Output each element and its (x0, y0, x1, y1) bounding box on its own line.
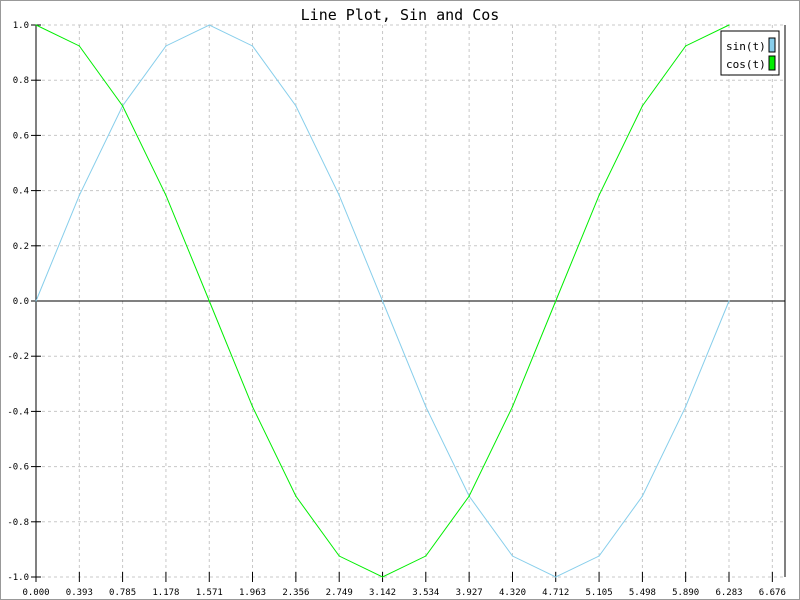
data-point (295, 105, 297, 107)
data-point (685, 406, 687, 408)
x-tick-label: 3.142 (369, 588, 396, 598)
legend: sin(t) cos(t) (720, 30, 780, 76)
data-point (425, 406, 427, 408)
data-point (555, 576, 557, 578)
y-tick-label: -0.8 (7, 518, 29, 528)
x-tick-label: 5.498 (629, 588, 656, 598)
x-tick-label: 6.283 (715, 588, 742, 598)
data-point (165, 45, 167, 47)
x-tick-label: 3.534 (412, 588, 439, 598)
data-point (685, 45, 687, 47)
data-point (641, 105, 644, 107)
data-point (165, 194, 167, 196)
chart-title: Line Plot, Sin and Cos (301, 6, 500, 24)
data-point (728, 24, 730, 26)
series-group (35, 24, 730, 578)
legend-label: cos(t) (726, 58, 766, 71)
axes: 1.0 0.8 0.6 0.4 0.2 0.0 -0.2 -0.4 -0.6 -0.8 -1.0 0.… (7, 21, 786, 598)
data-point (511, 555, 514, 557)
data-point (728, 300, 730, 302)
data-point (295, 495, 297, 497)
data-point (555, 300, 557, 302)
data-point (468, 495, 470, 497)
x-tick-label: 4.320 (499, 588, 526, 598)
legend-swatch (768, 37, 776, 53)
data-point (338, 555, 340, 557)
x-tick-label: 3.927 (456, 588, 483, 598)
x-tick-label: 2.356 (282, 588, 309, 598)
y-tick-label: 0.8 (13, 76, 29, 86)
data-point (35, 300, 37, 302)
data-point (425, 555, 427, 557)
y-tick-label: -0.2 (7, 352, 29, 362)
data-point (381, 300, 384, 302)
data-point (598, 194, 600, 196)
data-point (338, 194, 340, 196)
data-point (641, 495, 644, 497)
data-point (251, 45, 254, 47)
y-tick-label: 0.4 (13, 187, 29, 197)
x-tick-label: 5.890 (672, 588, 699, 598)
x-tick-label: 2.749 (326, 588, 353, 598)
data-point (78, 45, 80, 47)
y-tick-label: 0.6 (13, 131, 29, 141)
y-tick-label: -1.0 (7, 573, 29, 583)
data-point (208, 24, 210, 26)
x-tick-label: 1.963 (239, 588, 266, 598)
legend-swatch (768, 55, 776, 71)
x-tick-label: 4.712 (542, 588, 569, 598)
y-tick-label: 0.2 (13, 242, 29, 252)
x-tick-label: 1.571 (196, 588, 223, 598)
data-point (121, 105, 124, 107)
y-tick-label: 1.0 (13, 21, 29, 31)
x-tick-label: 5.105 (586, 588, 613, 598)
data-point (598, 555, 600, 557)
x-tick-label: 1.178 (152, 588, 179, 598)
x-tick-label: 6.676 (759, 588, 786, 598)
data-point (251, 406, 254, 408)
x-tick-label: 0.785 (109, 588, 136, 598)
y-tick-label: -0.6 (7, 463, 29, 473)
data-point (78, 194, 80, 196)
x-tick-label: 0.000 (22, 588, 49, 598)
data-point (381, 576, 384, 578)
data-point (208, 300, 210, 302)
data-point (35, 24, 37, 26)
data-point (511, 406, 514, 408)
x-tick-label: 0.393 (66, 588, 93, 598)
y-tick-label: 0.0 (13, 297, 29, 307)
legend-label: sin(t) (726, 40, 766, 53)
y-tick-label: -0.4 (7, 407, 29, 417)
